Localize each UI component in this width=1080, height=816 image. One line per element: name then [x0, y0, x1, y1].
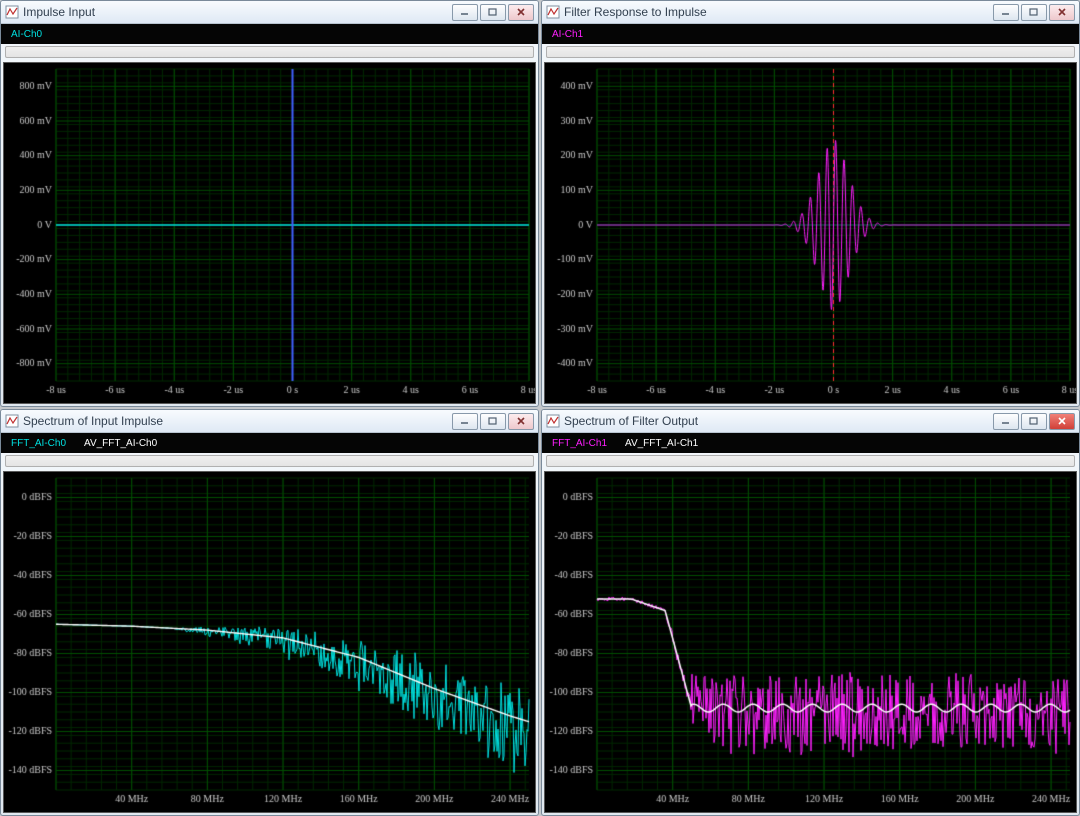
minimize-button[interactable]: [993, 4, 1019, 21]
app-icon: [5, 5, 19, 19]
minimize-button[interactable]: [452, 4, 478, 21]
progress-bar: [5, 455, 534, 467]
minimize-button[interactable]: [452, 413, 478, 430]
legend-bar: AI-Ch1: [542, 24, 1079, 44]
window-p3: Spectrum of Filter Output FFT_AI-Ch1 AV_FF…: [541, 409, 1080, 816]
titlebar[interactable]: Filter Response to Impulse: [542, 1, 1079, 24]
plot-canvas[interactable]: [545, 63, 1076, 403]
progress-bar: [546, 46, 1075, 58]
legend-label: FFT_AI-Ch1: [548, 438, 611, 449]
plot-area[interactable]: [544, 62, 1077, 404]
window-p0: Impulse Input AI-Ch0: [0, 0, 539, 407]
app-icon: [5, 414, 19, 428]
plot-area[interactable]: [3, 62, 536, 404]
plot-area[interactable]: [3, 471, 536, 813]
minimize-button[interactable]: [993, 413, 1019, 430]
window-p1: Filter Response to Impulse AI-Ch1: [541, 0, 1080, 407]
close-button[interactable]: [1049, 413, 1075, 430]
app-icon: [546, 5, 560, 19]
window-title: Spectrum of Input Impulse: [23, 414, 450, 428]
titlebar[interactable]: Spectrum of Input Impulse: [1, 410, 538, 433]
maximize-button[interactable]: [1021, 4, 1047, 21]
close-button[interactable]: [508, 4, 534, 21]
plot-canvas[interactable]: [545, 472, 1076, 812]
legend-label: AV_FFT_AI-Ch0: [80, 438, 161, 449]
legend-bar: FFT_AI-Ch0 AV_FFT_AI-Ch0: [1, 433, 538, 453]
window-p2: Spectrum of Input Impulse FFT_AI-Ch0 AV_FF…: [0, 409, 539, 816]
legend-bar: FFT_AI-Ch1 AV_FFT_AI-Ch1: [542, 433, 1079, 453]
legend-label: FFT_AI-Ch0: [7, 438, 70, 449]
maximize-button[interactable]: [480, 413, 506, 430]
window-title: Spectrum of Filter Output: [564, 414, 991, 428]
titlebar[interactable]: Spectrum of Filter Output: [542, 410, 1079, 433]
plot-area[interactable]: [544, 471, 1077, 813]
maximize-button[interactable]: [480, 4, 506, 21]
legend-label: AV_FFT_AI-Ch1: [621, 438, 702, 449]
progress-bar: [5, 46, 534, 58]
legend-bar: AI-Ch0: [1, 24, 538, 44]
legend-label: AI-Ch0: [7, 29, 46, 40]
progress-bar: [546, 455, 1075, 467]
window-title: Filter Response to Impulse: [564, 5, 991, 19]
plot-canvas[interactable]: [4, 472, 535, 812]
window-title: Impulse Input: [23, 5, 450, 19]
close-button[interactable]: [508, 413, 534, 430]
plot-canvas[interactable]: [4, 63, 535, 403]
maximize-button[interactable]: [1021, 413, 1047, 430]
legend-label: AI-Ch1: [548, 29, 587, 40]
app-icon: [546, 414, 560, 428]
titlebar[interactable]: Impulse Input: [1, 1, 538, 24]
close-button[interactable]: [1049, 4, 1075, 21]
